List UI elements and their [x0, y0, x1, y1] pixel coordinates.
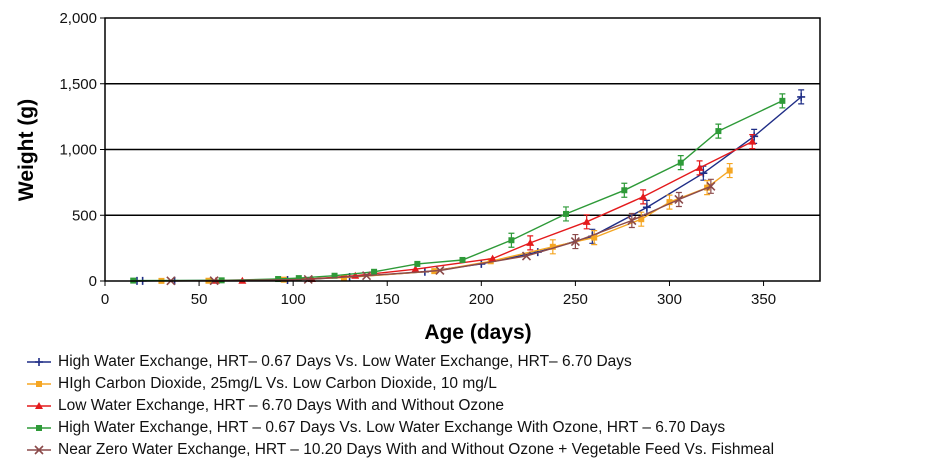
data-point — [582, 217, 591, 225]
legend-swatch — [27, 358, 51, 366]
legend-swatch-marker — [36, 381, 42, 387]
legend-label: High Water Exchange, HRT – 0.67 Days Vs.… — [58, 419, 726, 436]
series-line — [137, 96, 802, 282]
legend-item: Low Water Exchange, HRT – 6.70 Days With… — [26, 395, 936, 417]
data-point — [642, 203, 651, 212]
legend-item: Near Zero Water Exchange, HRT – 10.20 Da… — [26, 439, 936, 461]
x-tick-label: 250 — [563, 291, 588, 308]
data-point — [526, 238, 535, 246]
legend-swatch-marker — [36, 425, 42, 431]
x-tick-label: 200 — [469, 291, 494, 308]
legend-item: High Water Exchange, HRT– 0.67 Days Vs. … — [26, 351, 936, 373]
legend-swatch — [27, 402, 51, 409]
data-point — [331, 272, 338, 279]
y-tick-label: 1,500 — [59, 76, 97, 93]
data-point — [726, 167, 733, 174]
y-axis-title: Weight (g) — [15, 99, 38, 201]
data-point — [275, 276, 282, 283]
y-axis: 0 500 1,000 1,500 2,000 — [59, 10, 105, 290]
series-line — [161, 169, 731, 282]
series-5 — [166, 178, 716, 286]
x-tick-label: 100 — [281, 291, 306, 308]
data-point — [371, 268, 378, 275]
y-tick-label: 2,000 — [59, 10, 97, 27]
x-tick-label: 50 — [191, 291, 208, 308]
data-point — [411, 265, 420, 273]
x-tick-label: 350 — [751, 291, 776, 308]
gridlines — [105, 83, 820, 216]
x-tick-label: 0 — [101, 291, 109, 308]
data-point — [562, 210, 569, 217]
data-point — [570, 236, 580, 247]
data-point — [674, 194, 684, 205]
y-tick-label: 0 — [89, 273, 97, 290]
legend-swatch-marker — [35, 402, 43, 409]
legend-label: Near Zero Water Exchange, HRT – 10.20 Da… — [58, 441, 775, 458]
series-3 — [212, 134, 757, 284]
legend: High Water Exchange, HRT– 0.67 Days Vs. … — [26, 351, 936, 461]
legend-item: HIgh Carbon Dioxide, 25mg/L Vs. Low Carb… — [26, 373, 936, 395]
data-point — [549, 243, 556, 250]
data-point — [627, 215, 637, 226]
y-tick-label: 1,000 — [59, 142, 97, 159]
series-line — [170, 185, 712, 282]
data-point — [459, 256, 466, 263]
legend-label: HIgh Carbon Dioxide, 25mg/L Vs. Low Carb… — [58, 375, 497, 392]
data-point — [521, 251, 532, 261]
data-point — [706, 181, 716, 191]
series-line — [216, 140, 753, 282]
data-point — [638, 216, 645, 223]
legend-label: High Water Exchange, HRT– 0.67 Days Vs. … — [58, 353, 632, 370]
data-point — [508, 237, 515, 244]
x-tick-label: 300 — [657, 291, 682, 308]
legend-swatch-marker — [34, 445, 44, 455]
x-axis-title: Age (days) — [424, 321, 531, 344]
data-point — [303, 274, 313, 284]
data-point — [715, 128, 722, 135]
data-point — [677, 159, 684, 166]
data-point — [414, 260, 421, 267]
x-axis: 0 50 100 150 200 250 300 350 — [101, 281, 776, 308]
legend-label: Low Water Exchange, HRT – 6.70 Days With… — [58, 397, 504, 414]
data-point — [695, 163, 704, 171]
x-tick-label: 150 — [375, 291, 400, 308]
legend-swatch — [27, 425, 51, 431]
data-point — [435, 265, 445, 276]
legend-swatch — [27, 445, 51, 455]
chart: 0 50 100 150 200 250 300 350 0 500 1,000 1,500 2,00… — [15, 10, 821, 344]
series-2 — [158, 162, 733, 284]
data-point — [488, 254, 497, 262]
series-layer — [130, 89, 806, 286]
legend-swatch — [27, 381, 51, 387]
series-4 — [130, 93, 786, 284]
series-line — [133, 100, 783, 282]
data-point — [779, 97, 786, 104]
data-point — [797, 92, 806, 101]
data-point — [295, 275, 302, 282]
data-point — [639, 192, 648, 200]
data-point — [621, 187, 628, 194]
legend-swatch-marker — [35, 358, 43, 366]
data-point — [748, 137, 757, 145]
data-point — [666, 199, 673, 206]
y-tick-label: 500 — [72, 207, 97, 224]
data-point — [750, 132, 759, 141]
data-point — [591, 234, 598, 241]
legend-item: High Water Exchange, HRT – 0.67 Days Vs.… — [26, 417, 936, 439]
data-point — [361, 271, 372, 281]
